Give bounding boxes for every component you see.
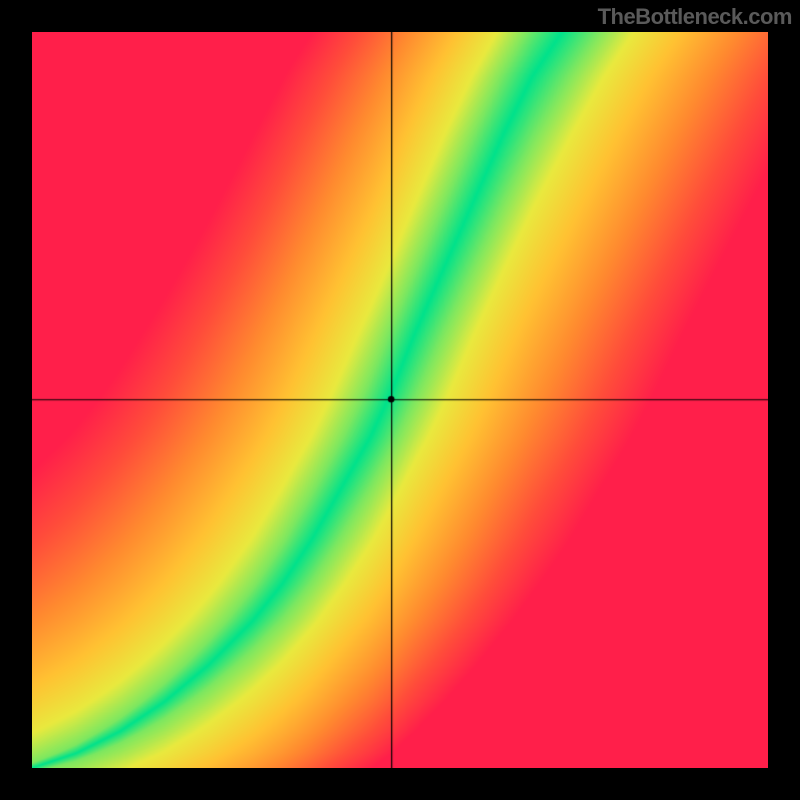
heatmap-container	[32, 32, 768, 768]
bottleneck-heatmap	[32, 32, 768, 768]
watermark-text: TheBottleneck.com	[598, 4, 792, 30]
